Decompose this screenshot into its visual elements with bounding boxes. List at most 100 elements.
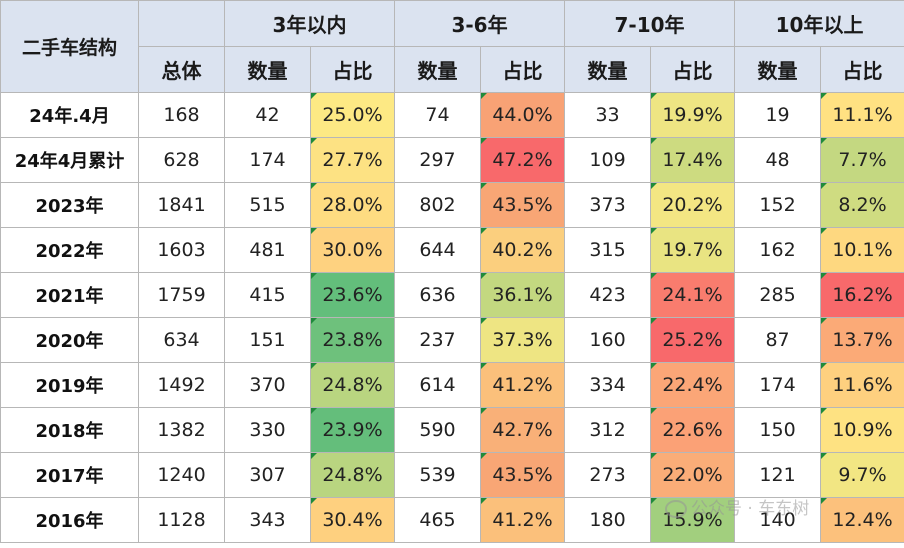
count-cell: 273 [564,452,652,498]
table-body: 24年.4月 168 42 25.0% 74 44.0% 33 19.9% 19 11.1% 24年… [0,92,904,543]
share-header: 占比 [309,46,396,93]
share-cell: 12.4% [820,497,904,543]
count-cell: 74 [394,92,482,138]
count-cell: 33 [564,92,652,138]
share-cell: 25.0% [309,92,396,138]
total-header: 总体 [138,46,225,93]
count-cell: 19 [734,92,822,138]
total-group-header [138,0,225,47]
count-cell: 330 [224,407,311,453]
total-cell: 1603 [138,227,225,273]
corner-label: 二手车结构 [0,0,139,93]
row-label: 2020年 [0,317,139,363]
share-cell: 41.2% [480,497,566,543]
count-cell: 160 [564,317,652,363]
table-row: 24年.4月 168 42 25.0% 74 44.0% 33 19.9% 19 11.1% [0,92,904,138]
total-cell: 1759 [138,272,225,318]
count-cell: 140 [734,497,822,543]
row-label: 2019年 [0,362,139,408]
share-cell: 19.7% [650,227,736,273]
count-cell: 237 [394,317,482,363]
share-cell: 23.9% [309,407,396,453]
group-header-0-3y: 3年以内 [223,0,396,47]
table-row: 2019年 1492 370 24.8% 614 41.2% 334 22.4% 174 11.6… [0,362,904,408]
share-cell: 23.8% [309,317,396,363]
share-header: 占比 [480,46,566,93]
count-header: 数量 [734,46,822,93]
share-cell: 9.7% [820,452,904,498]
count-cell: 644 [394,227,482,273]
row-label: 2022年 [0,227,139,273]
share-cell: 8.2% [820,182,904,228]
table-row: 2018年 1382 330 23.9% 590 42.7% 312 22.6% 150 10.9… [0,407,904,453]
row-label: 2018年 [0,407,139,453]
share-cell: 7.7% [820,137,904,183]
share-cell: 47.2% [480,137,566,183]
share-cell: 17.4% [650,137,736,183]
header-row-groups: 二手车结构 3年以内 3-6年 7-10年 10年以上 [0,0,904,93]
table-row: 2020年 634 151 23.8% 237 37.3% 160 25.2% 87 13.7% [0,317,904,363]
count-cell: 151 [224,317,311,363]
count-cell: 297 [394,137,482,183]
group-header-10y-plus: 10年以上 [734,0,904,47]
share-cell: 30.0% [309,227,396,273]
count-cell: 174 [224,137,311,183]
table-row: 24年4月累计 628 174 27.7% 297 47.2% 109 17.4% 48 7.7% [0,137,904,183]
share-cell: 11.6% [820,362,904,408]
share-cell: 13.7% [820,317,904,363]
count-cell: 465 [394,497,482,543]
share-cell: 10.1% [820,227,904,273]
total-cell: 1382 [138,407,225,453]
count-cell: 150 [734,407,822,453]
table-row: 2017年 1240 307 24.8% 539 43.5% 273 22.0% 121 9.7% [0,452,904,498]
count-header: 数量 [564,46,652,93]
table-row: 2021年 1759 415 23.6% 636 36.1% 423 24.1% 285 16.2… [0,272,904,318]
count-cell: 423 [564,272,652,318]
share-cell: 25.2% [650,317,736,363]
row-label: 24年4月累计 [0,137,139,183]
row-label: 2017年 [0,452,139,498]
count-cell: 307 [224,452,311,498]
count-cell: 312 [564,407,652,453]
share-cell: 42.7% [480,407,566,453]
header-row-subheaders: 总体 数量 占比 数量 占比 数量 占比 数量 占比 [1,46,904,93]
share-cell: 23.6% [309,272,396,318]
table-row: 2016年 1128 343 30.4% 465 41.2% 180 15.9% 140 12.4… [0,497,904,543]
share-cell: 22.0% [650,452,736,498]
count-cell: 343 [224,497,311,543]
count-cell: 539 [394,452,482,498]
count-cell: 121 [734,452,822,498]
share-cell: 20.2% [650,182,736,228]
share-cell: 28.0% [309,182,396,228]
count-cell: 42 [224,92,311,138]
count-cell: 515 [224,182,311,228]
row-label: 2023年 [0,182,139,228]
row-label: 2016年 [0,497,139,543]
total-cell: 1240 [138,452,225,498]
row-label: 2021年 [0,272,139,318]
group-header-3-6y: 3-6年 [394,0,566,47]
count-cell: 162 [734,227,822,273]
share-header: 占比 [650,46,736,93]
count-cell: 590 [394,407,482,453]
row-label: 24年.4月 [0,92,139,138]
count-cell: 636 [394,272,482,318]
share-cell: 27.7% [309,137,396,183]
total-cell: 1128 [138,497,225,543]
share-cell: 36.1% [480,272,566,318]
count-cell: 802 [394,182,482,228]
table-row: 2022年 1603 481 30.0% 644 40.2% 315 19.7% 162 10.1… [0,227,904,273]
count-cell: 152 [734,182,822,228]
count-cell: 614 [394,362,482,408]
count-cell: 370 [224,362,311,408]
count-header: 数量 [394,46,482,93]
share-cell: 16.2% [820,272,904,318]
count-cell: 48 [734,137,822,183]
share-cell: 10.9% [820,407,904,453]
share-cell: 24.8% [309,362,396,408]
count-cell: 481 [224,227,311,273]
share-cell: 37.3% [480,317,566,363]
count-cell: 415 [224,272,311,318]
total-cell: 1841 [138,182,225,228]
